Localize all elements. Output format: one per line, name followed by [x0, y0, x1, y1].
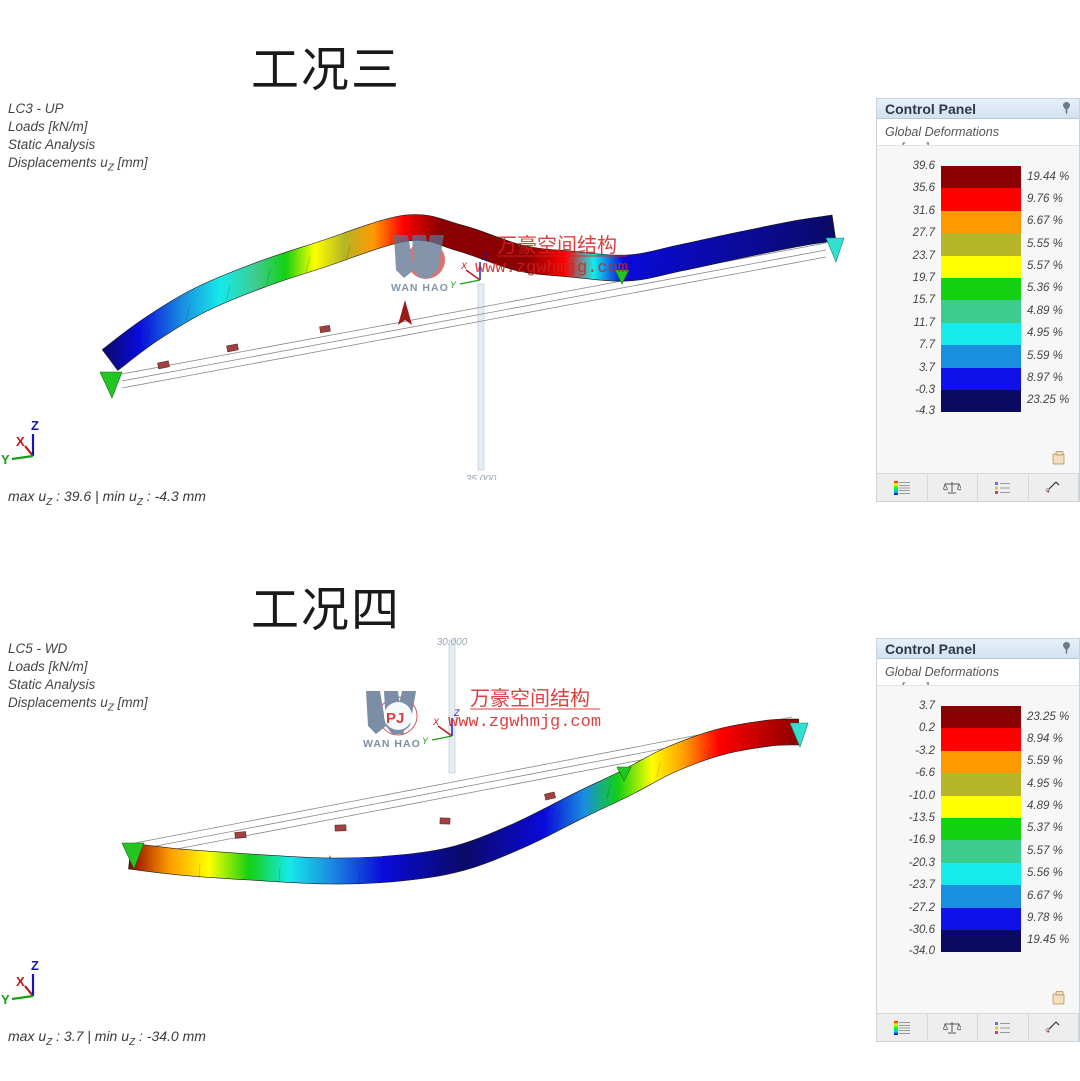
svg-text:30.000: 30.000 — [437, 637, 468, 648]
svg-text:PJ: PJ — [386, 710, 404, 727]
svg-text:X: X — [16, 434, 25, 449]
svg-text:Y: Y — [422, 736, 429, 746]
svg-text:Y: Y — [450, 280, 457, 290]
svg-text:X: X — [460, 261, 468, 271]
svg-text:万豪空间结构: 万豪空间结构 — [497, 234, 617, 257]
svg-text:www.zgwhmjg.com: www.zgwhmjg.com — [448, 713, 601, 732]
svg-text:X: X — [16, 974, 25, 989]
svg-text:WAN HAO: WAN HAO — [391, 282, 449, 294]
svg-text:万豪空间结构: 万豪空间结构 — [470, 687, 590, 710]
svg-text:www.zgwhmjg.com: www.zgwhmjg.com — [475, 259, 628, 278]
svg-text:35.000: 35.000 — [466, 474, 497, 480]
svg-text:Z: Z — [31, 418, 39, 433]
svg-text:Y: Y — [1, 452, 10, 467]
svg-text:Z: Z — [31, 958, 39, 973]
svg-text:WAN HAO: WAN HAO — [363, 738, 421, 750]
svg-text:Y: Y — [1, 992, 10, 1007]
svg-text:X: X — [432, 717, 440, 727]
